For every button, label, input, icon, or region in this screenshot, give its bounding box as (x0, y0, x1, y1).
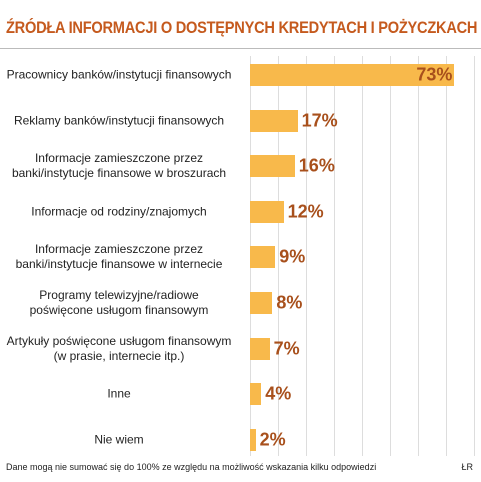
category-label: Informacje zamieszczone przez banki/inst… (11, 151, 227, 181)
chart-title: ŹRÓDŁA INFORMACJI O DOSTĘPNYCH KREDYTACH… (6, 18, 478, 37)
grid-line (474, 56, 475, 456)
value-label: 9% (279, 246, 306, 267)
footnote: Dane mogą nie sumować się do 100% ze wzg… (6, 462, 377, 472)
grid-line (446, 56, 447, 456)
value-label: 4% (265, 383, 292, 404)
grid-line (362, 56, 363, 456)
value-label: 17% (301, 110, 338, 131)
category-label: Programy telewizyjne/radiowe poświęcone … (29, 288, 209, 317)
category-label: Informacje od rodziny/znajomych (31, 204, 207, 219)
value-label: 8% (276, 292, 303, 313)
value-label: 12% (287, 201, 324, 222)
grid-line (306, 56, 307, 456)
category-label: Informacje zamieszczone przez banki/inst… (15, 242, 223, 272)
bar (250, 383, 262, 406)
bar (250, 292, 273, 314)
category-label: Artykuły poświęcone usługom finansowym (… (6, 333, 232, 363)
title-rule (0, 48, 481, 49)
grid-line (390, 56, 391, 456)
value-label: 73% (416, 64, 453, 85)
category-label: Pracownicy banków/instytucji finansowych (6, 67, 232, 82)
value-label: 2% (259, 429, 286, 450)
bar (250, 155, 295, 178)
bar (250, 337, 270, 360)
source: ŁR (461, 462, 473, 472)
category-label: Nie wiem (94, 432, 144, 447)
value-label: 16% (298, 155, 335, 176)
bar (250, 428, 256, 451)
bar (250, 246, 276, 269)
value-label: 7% (273, 338, 300, 359)
grid-line (278, 56, 279, 456)
bar (250, 109, 298, 132)
category-label: Inne (107, 386, 131, 401)
bar (250, 64, 455, 86)
grid-line (418, 56, 419, 456)
grid-line (334, 56, 335, 456)
category-label: Reklamy banków/instytucji finansowych (13, 113, 225, 128)
bar (250, 200, 284, 223)
